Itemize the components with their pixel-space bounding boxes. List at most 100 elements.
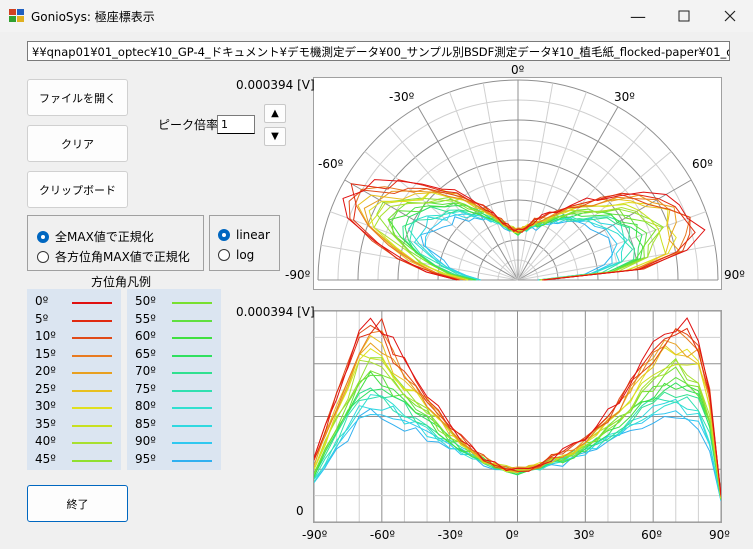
polar-spoke — [517, 211, 707, 281]
legend-item: 80º — [135, 399, 221, 417]
series-line — [313, 353, 722, 496]
legend-item-label: 95º — [135, 451, 156, 466]
series-line — [313, 334, 722, 497]
x-tick-label: 0º — [505, 528, 519, 542]
exit-button[interactable]: 終了 — [27, 485, 128, 522]
legend-item-label: 65º — [135, 346, 156, 361]
polar-angle-0: 0º — [511, 63, 525, 77]
polar-series-line — [413, 212, 628, 281]
legend-item-swatch — [72, 459, 112, 462]
legend-item-label: 50º — [135, 294, 156, 308]
legend-item-label: 75º — [135, 381, 156, 396]
polar-angle-30: 30º — [614, 90, 635, 104]
legend-item-swatch — [172, 442, 212, 444]
legend-item: 55º — [135, 312, 221, 330]
minimize-button[interactable]: — — [615, 0, 661, 32]
polar-angle-m90: -90º — [285, 268, 311, 282]
legend-item-swatch — [72, 319, 112, 322]
legend-item: 50º — [135, 294, 221, 312]
legend-item: 70º — [135, 364, 221, 382]
normalize-each-max-label: 各方位角MAX値で正規化 — [55, 250, 190, 264]
series-line — [313, 317, 722, 495]
polar-plot-canvas — [317, 79, 719, 281]
legend-item-label: 40º — [35, 434, 56, 448]
scale-group: linear log — [209, 215, 280, 271]
legend-item-label: 35º — [35, 416, 56, 431]
polar-series-line — [342, 179, 706, 281]
legend-item-label: 5º — [35, 311, 49, 326]
polar-spoke — [417, 106, 519, 281]
scale-linear-radio[interactable]: linear — [218, 228, 270, 242]
legend-item: 0º — [35, 294, 121, 312]
legend-item-label: 85º — [135, 416, 156, 431]
radio-selected-icon — [37, 230, 49, 243]
legend-item: 85º — [135, 417, 221, 435]
legend-item-label: 90º — [135, 434, 156, 448]
legend-item-swatch — [172, 319, 212, 322]
clear-button[interactable]: クリア — [27, 125, 128, 162]
legend-item: 65º — [135, 347, 221, 365]
x-tick-label: 30º — [573, 528, 595, 542]
polar-series-line — [357, 189, 671, 281]
title-bar: GonioSys: 極座標表示 — — [0, 0, 753, 32]
legend-item-swatch — [172, 302, 212, 304]
polar-series-line — [388, 202, 644, 281]
normalize-each-max-radio[interactable]: 各方位角MAX値で正規化 — [37, 248, 190, 265]
peak-down-button[interactable]: ▼ — [264, 127, 286, 146]
legend-item-label: 30º — [35, 399, 56, 413]
legend-item: 35º — [35, 417, 121, 435]
legend-item: 45º — [35, 452, 121, 470]
polar-angle-m60: -60º — [318, 157, 344, 171]
open-file-button[interactable]: ファイルを開く — [27, 79, 128, 116]
app-icon — [9, 9, 24, 22]
legend-item-swatch — [172, 459, 212, 462]
legend-item-label: 45º — [35, 451, 56, 466]
legend-item-label: 70º — [135, 364, 156, 378]
normalize-all-max-label: 全MAX値で正規化 — [55, 230, 154, 244]
peak-up-button[interactable]: ▲ — [264, 104, 286, 123]
close-button[interactable] — [707, 0, 753, 32]
scale-log-radio[interactable]: log — [218, 248, 254, 262]
polar-series-line — [367, 191, 667, 281]
radio-unselected-icon — [37, 250, 49, 263]
cartesian-plot-canvas — [313, 310, 722, 523]
polar-spoke — [482, 82, 519, 281]
legend-item-label: 15º — [35, 346, 56, 361]
legend-item: 60º — [135, 329, 221, 347]
legend-item-label: 55º — [135, 311, 156, 326]
normalize-group: 全MAX値で正規化 各方位角MAX値で正規化 — [27, 215, 204, 271]
legend-item: 75º — [135, 382, 221, 400]
x-tick-label: 90º — [709, 528, 730, 542]
scale-linear-label: linear — [236, 228, 270, 242]
legend-item-label: 60º — [135, 329, 156, 343]
close-icon — [724, 10, 736, 22]
legend-item: 40º — [35, 434, 121, 452]
series-line — [313, 339, 722, 496]
cartesian-max-label: 0.000394 [V] — [236, 305, 315, 319]
polar-angle-60: 60º — [692, 157, 713, 171]
peak-multiplier-input[interactable]: 1 — [217, 115, 255, 134]
clipboard-button[interactable]: クリップボード — [27, 171, 128, 208]
normalize-all-max-radio[interactable]: 全MAX値で正規化 — [37, 228, 154, 245]
radio-unselected-icon — [218, 249, 230, 261]
maximize-button[interactable] — [661, 0, 707, 32]
polar-angle-m30: -30º — [389, 90, 415, 104]
legend-title: 方位角凡例 — [91, 275, 152, 289]
legend-item: 25º — [35, 382, 121, 400]
polar-spoke — [517, 179, 692, 281]
peak-multiplier-label: ピーク倍率 — [158, 118, 219, 132]
x-tick-label: -30º — [437, 528, 463, 542]
x-tick-label: -60º — [369, 528, 396, 542]
x-tick-label: -90º — [302, 528, 328, 542]
legend-item-swatch — [72, 372, 112, 374]
file-path-field[interactable]: ¥¥qnap01¥01_optec¥10_GP-4_ドキュメント¥デモ機測定デー… — [27, 41, 730, 61]
polar-spoke — [517, 91, 587, 281]
triangle-down-icon: ▼ — [271, 131, 279, 142]
polar-spoke — [517, 82, 554, 281]
legend-item: 95º — [135, 452, 221, 470]
legend-item-label: 20º — [35, 364, 56, 378]
x-tick-label: 60º — [641, 528, 663, 542]
legend-column-left: 0º 5º 10º 15º 20º 25º 30º 35º 40º 45º — [27, 289, 121, 470]
cartesian-plot — [313, 310, 722, 523]
polar-max-label: 0.000394 [V] — [236, 78, 315, 92]
